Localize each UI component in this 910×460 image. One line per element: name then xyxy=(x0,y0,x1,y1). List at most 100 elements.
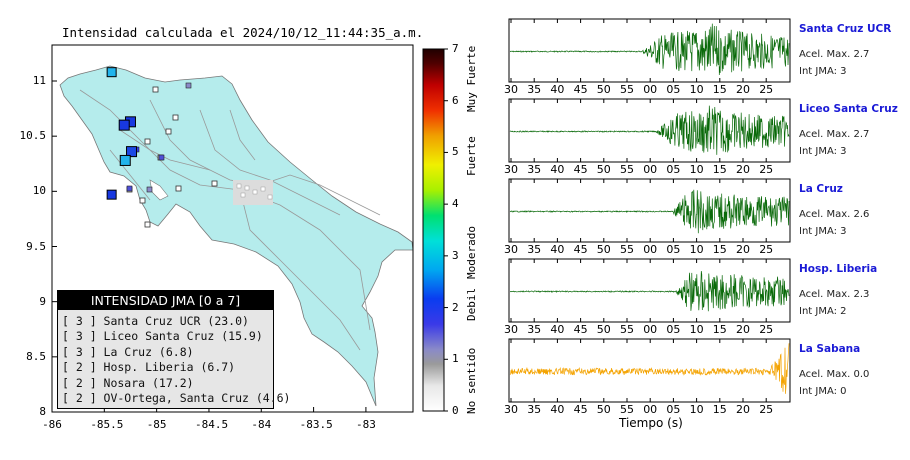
station-markers xyxy=(106,67,138,200)
time-tick-label: 45 xyxy=(573,83,588,96)
waveform-trace xyxy=(510,270,790,312)
time-tick-label: 10 xyxy=(689,83,704,96)
station-acel-max: Acel. Max. 2.7 xyxy=(799,129,870,140)
time-tick-label: 35 xyxy=(527,83,542,96)
station-acel-max: Acel. Max. 2.6 xyxy=(799,209,870,220)
time-tick-label: 30 xyxy=(504,403,518,416)
station-name: La Sabana xyxy=(799,343,861,355)
station-marker xyxy=(126,146,138,158)
map-title: Intensidad calculada el 2024/10/12_11:44… xyxy=(62,25,424,40)
time-tick-label: 40 xyxy=(550,83,565,96)
waveform-trace xyxy=(509,343,790,394)
time-tick-label: 25 xyxy=(759,323,774,336)
time-tick-label: 10 xyxy=(689,243,704,256)
waveform-trace xyxy=(509,105,790,155)
time-tick-label: 10 xyxy=(689,323,704,336)
time-tick-label: 10 xyxy=(689,403,704,416)
station-marker xyxy=(106,67,117,78)
station-name: Hosp. Liberia xyxy=(799,263,878,275)
time-tick-label: 55 xyxy=(620,243,634,256)
time-tick-label: 20 xyxy=(736,83,750,96)
time-tick-label: 55 xyxy=(620,403,634,416)
colorbar-tick-label: 4 xyxy=(452,197,459,211)
time-tick-label: 20 xyxy=(736,323,750,336)
lon-tick-label: -84 xyxy=(251,418,272,431)
lon-tick-label: -83.5 xyxy=(299,418,333,431)
time-tick-label: 25 xyxy=(759,243,774,256)
time-tick-label: 15 xyxy=(712,403,727,416)
time-tick-label: 20 xyxy=(736,163,750,176)
time-tick-label: 00 xyxy=(643,403,658,416)
time-tick-label: 35 xyxy=(527,323,542,336)
time-tick-label: 50 xyxy=(596,163,611,176)
time-tick-label: 50 xyxy=(596,243,611,256)
time-tick-label: 00 xyxy=(643,163,658,176)
time-tick-label: 15 xyxy=(712,83,727,96)
seismogram-0 xyxy=(508,18,791,83)
legend-row: [ 3 ] La Cruz (6.8) xyxy=(62,344,194,359)
station-marker xyxy=(119,154,131,166)
seismogram-2 xyxy=(508,178,791,243)
time-tick-label: 15 xyxy=(712,323,727,336)
legend-row: [ 3 ] Liceo Santa Cruz (15.9) xyxy=(62,329,263,344)
station-int-jma: Int JMA: 3 xyxy=(799,226,847,237)
station-int-jma: Int JMA: 0 xyxy=(799,386,847,397)
time-tick-label: 45 xyxy=(573,323,588,336)
time-tick-label: 40 xyxy=(550,323,565,336)
time-tick-label: 00 xyxy=(643,243,658,256)
station-acel-max: Acel. Max. 2.3 xyxy=(799,289,870,300)
station-name: La Cruz xyxy=(799,183,843,195)
time-tick-label: 30 xyxy=(504,163,518,176)
time-tick-label: 30 xyxy=(504,243,518,256)
station-marker xyxy=(106,189,117,200)
time-tick-label: 25 xyxy=(759,83,774,96)
legend-heading: INTENSIDAD JMA [0 a 7] xyxy=(58,291,273,310)
colorbar-tick-label: 3 xyxy=(452,248,459,262)
lat-tick-label: 8.5 xyxy=(26,349,46,363)
seismogram-panels xyxy=(508,18,791,403)
lon-tick-label: -83 xyxy=(355,418,376,431)
colorbar-tick-label: 1 xyxy=(452,352,459,366)
time-tick-label: 15 xyxy=(712,243,727,256)
time-tick-label: 40 xyxy=(550,243,565,256)
time-tick-label: 30 xyxy=(504,323,518,336)
seismogram-4 xyxy=(508,338,791,403)
lat-tick-label: 8 xyxy=(39,405,46,418)
time-tick-label: 45 xyxy=(573,163,588,176)
colorbar-tick-label: 6 xyxy=(452,93,459,107)
time-tick-label: 55 xyxy=(620,163,634,176)
time-tick-label: 25 xyxy=(759,403,774,416)
time-tick-label: 05 xyxy=(666,163,681,176)
colorbar-tick-label: 0 xyxy=(452,404,459,417)
time-tick-label: 50 xyxy=(596,403,611,416)
category-debil: Debil xyxy=(465,287,478,321)
seismogram-1 xyxy=(508,98,791,163)
time-tick-label: 15 xyxy=(712,163,727,176)
time-tick-label: 35 xyxy=(527,163,542,176)
time-tick-label: 20 xyxy=(736,243,750,256)
time-tick-label: 50 xyxy=(596,323,611,336)
lat-tick-label: 11 xyxy=(32,74,46,87)
legend-row: [ 3 ] Santa Cruz UCR (23.0) xyxy=(62,314,249,328)
time-tick-label: 05 xyxy=(666,323,681,336)
category-moderado: Moderado xyxy=(465,226,478,279)
intensity-legend: INTENSIDAD JMA [0 a 7] [ 3 ] Santa Cruz … xyxy=(57,290,290,409)
time-tick-label: 00 xyxy=(643,83,658,96)
time-tick-label: 10 xyxy=(689,163,704,176)
time-tick-label: 05 xyxy=(666,83,681,96)
waveform-trace xyxy=(509,189,790,234)
time-tick-label: 05 xyxy=(666,243,681,256)
time-tick-label: 35 xyxy=(527,243,542,256)
colorbar-tick-label: 7 xyxy=(452,42,459,55)
lat-tick-label: 10.5 xyxy=(19,129,47,143)
colorbar-tick-label: 2 xyxy=(452,300,459,314)
time-tick-label: 55 xyxy=(620,323,634,336)
category-muy-fuerte: Muy Fuerte xyxy=(465,45,478,112)
legend-row: [ 2 ] Nosara (17.2) xyxy=(62,375,194,390)
urban-area xyxy=(233,180,273,205)
category-no-sentido: No sentido xyxy=(465,347,478,414)
station-name: Santa Cruz UCR xyxy=(799,23,892,35)
station-int-jma: Int JMA: 3 xyxy=(799,146,847,157)
lat-tick-label: 9.5 xyxy=(26,239,46,253)
time-tick-label: 55 xyxy=(620,83,634,96)
